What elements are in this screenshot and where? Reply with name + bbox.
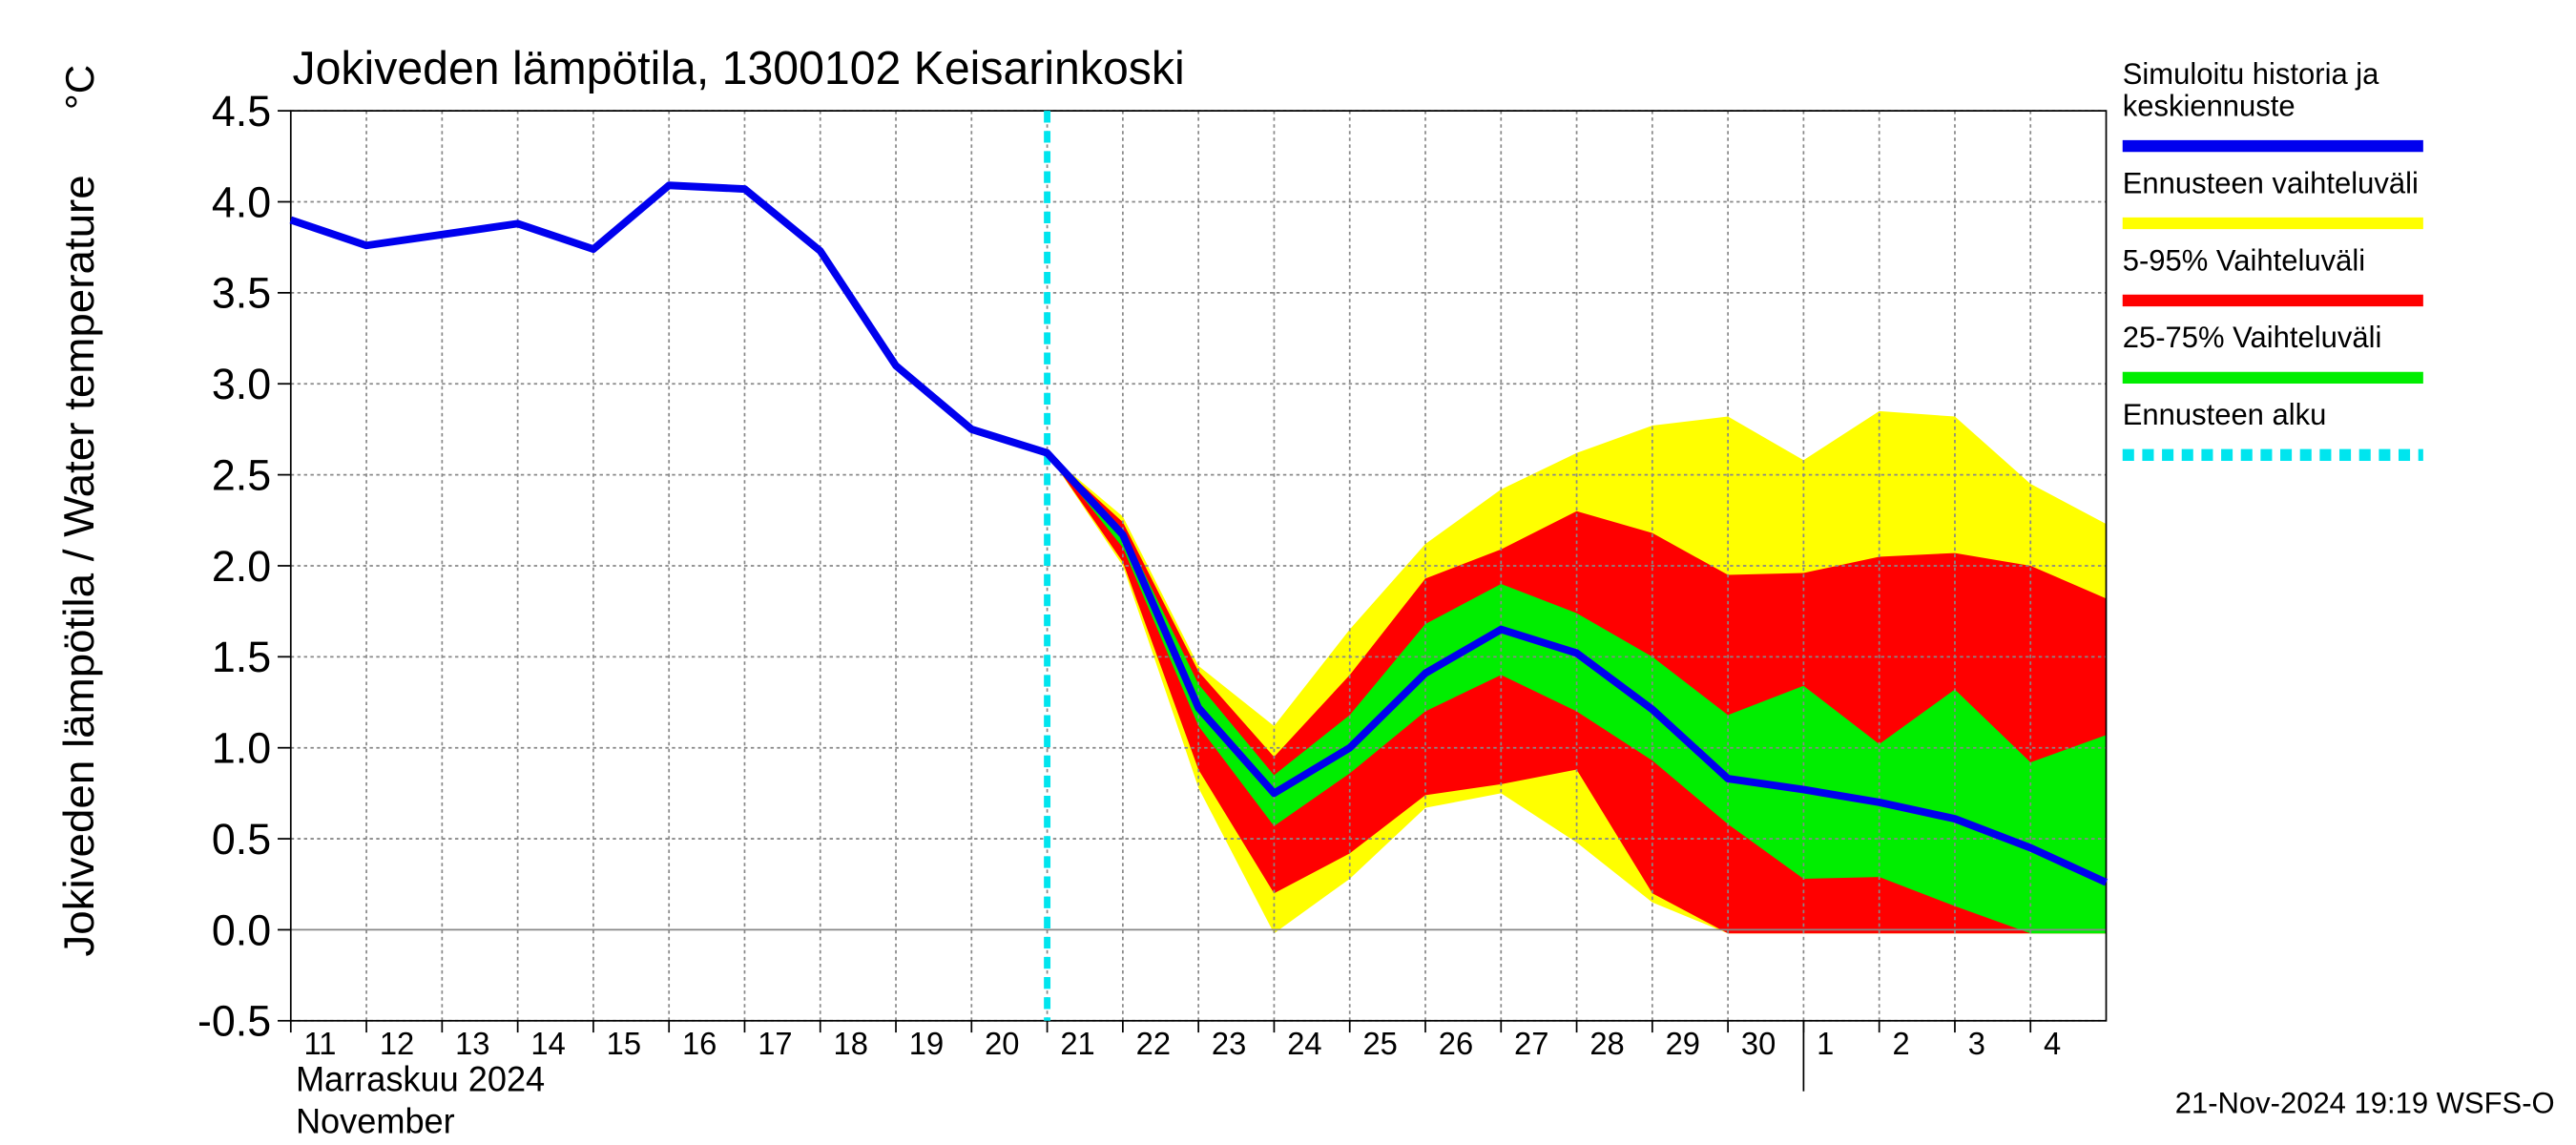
legend-label: Simuloitu historia ja keskiennuste: [2123, 57, 2379, 123]
legend-label: Ennusteen alku: [2123, 398, 2327, 431]
legend-label: Ennusteen vaihteluväli: [2123, 166, 2419, 199]
y-axis-unit: °C: [58, 65, 102, 110]
y-tick-label: 4.0: [212, 177, 271, 227]
series-line: [289, 181, 2109, 886]
x-tick-label: 2: [1892, 1027, 1909, 1062]
y-tick-label: -0.5: [197, 996, 271, 1046]
x-tick-label: 23: [1212, 1027, 1246, 1062]
legend-label: 5-95% Vaihteluväli: [2123, 243, 2365, 277]
x-tick-label: 14: [530, 1027, 565, 1062]
x-tick-label: 24: [1287, 1027, 1321, 1062]
x-tick-label: 21: [1060, 1027, 1094, 1062]
x-tick-label: 18: [834, 1027, 868, 1062]
x-axis-label: Marraskuu 2024: [296, 1059, 545, 1098]
y-tick-label: 1.0: [212, 723, 271, 773]
x-tick-label: 30: [1741, 1027, 1776, 1062]
y-tick-label: 1.5: [212, 633, 271, 682]
x-tick-label: 16: [682, 1027, 717, 1062]
x-tick-label: 11: [304, 1027, 337, 1062]
x-tick-label: 3: [1968, 1027, 1985, 1062]
x-tick-label: 15: [607, 1027, 641, 1062]
chart-title: Jokiveden lämpötila, 1300102 Keisarinkos…: [293, 43, 1185, 95]
y-tick-label: 3.5: [212, 268, 271, 318]
x-tick-label: 1: [1817, 1027, 1834, 1062]
y-tick-label: 0.5: [212, 814, 271, 864]
x-tick-label: 28: [1589, 1027, 1624, 1062]
y-axis-label: Jokiveden lämpötila / Water temperature: [55, 175, 103, 956]
y-tick-label: 4.5: [212, 87, 271, 136]
x-tick-label: 12: [380, 1027, 414, 1062]
x-tick-label: 4: [2044, 1027, 2061, 1062]
x-tick-label: 29: [1666, 1027, 1700, 1062]
y-tick-label: 2.5: [212, 450, 271, 500]
y-tick-label: 3.0: [212, 360, 271, 409]
footer: 21-Nov-2024 19:19 WSFS-O: [2175, 1086, 2555, 1119]
x-tick-label: 22: [1136, 1027, 1171, 1062]
x-tick-label: 27: [1514, 1027, 1548, 1062]
x-tick-label: 13: [455, 1027, 489, 1062]
legend-label: 25-75% Vaihteluväli: [2123, 321, 2382, 354]
forecast-band: [1047, 452, 2107, 934]
x-tick-label: 26: [1439, 1027, 1473, 1062]
y-tick-label: 0.0: [212, 906, 271, 955]
y-tick-label: 2.0: [212, 541, 271, 591]
plot-frame: [289, 110, 2108, 1022]
x-tick-label: 25: [1362, 1027, 1397, 1062]
x-axis-label: November: [296, 1101, 455, 1140]
x-tick-label: 19: [909, 1027, 944, 1062]
x-tick-label: 17: [758, 1027, 792, 1062]
x-tick-label: 20: [985, 1027, 1019, 1062]
